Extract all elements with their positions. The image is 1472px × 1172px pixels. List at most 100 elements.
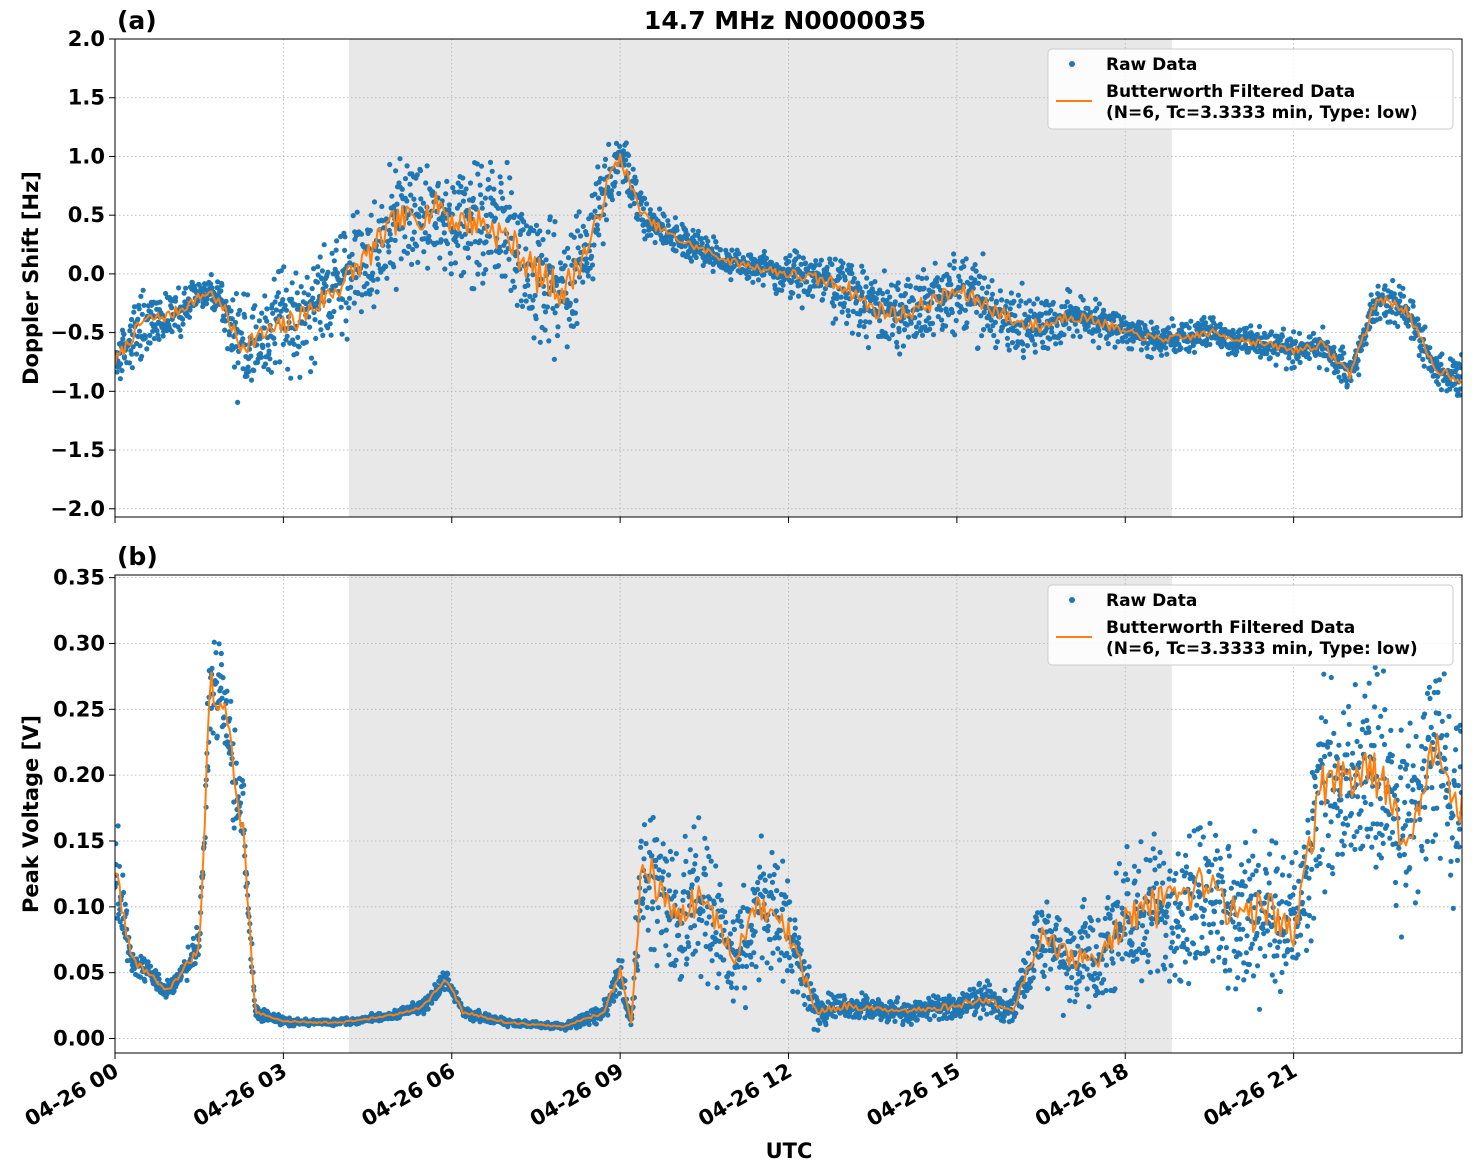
- raw-data-point: [811, 987, 817, 993]
- raw-data-point: [219, 695, 225, 701]
- raw-data-point: [140, 287, 146, 293]
- shaded-interval: [349, 39, 1172, 517]
- raw-data-point: [477, 238, 483, 244]
- raw-data-point: [576, 274, 583, 280]
- raw-data-point: [943, 323, 949, 329]
- raw-data-point: [586, 216, 592, 222]
- raw-data-point: [540, 237, 546, 243]
- raw-data-point: [1230, 331, 1236, 337]
- raw-data-point: [233, 344, 239, 350]
- series-filtered-line: [115, 153, 1462, 384]
- raw-data-point: [1148, 354, 1154, 361]
- raw-data-point: [1024, 343, 1031, 349]
- raw-data-point: [225, 346, 231, 352]
- raw-data-point: [839, 309, 845, 315]
- raw-data-point: [1243, 325, 1250, 331]
- raw-data-point: [741, 882, 747, 888]
- raw-data-point: [1382, 283, 1388, 289]
- raw-data-point: [119, 925, 125, 932]
- raw-data-point: [530, 297, 536, 303]
- raw-data-point: [999, 297, 1005, 303]
- raw-data-point: [1032, 349, 1038, 355]
- raw-data-point: [650, 814, 656, 821]
- raw-data-point: [414, 243, 420, 249]
- raw-data-point: [404, 250, 410, 256]
- raw-data-point: [793, 249, 800, 255]
- raw-data-point: [722, 909, 728, 915]
- raw-data-point: [271, 276, 277, 282]
- raw-data-point: [902, 291, 909, 297]
- raw-data-point: [1007, 306, 1013, 312]
- legend-box: [1047, 48, 1454, 130]
- raw-data-point: [523, 223, 530, 229]
- raw-data-point: [838, 294, 844, 300]
- raw-data-point: [626, 162, 632, 168]
- raw-data-point: [371, 199, 378, 205]
- raw-data-point: [1210, 315, 1216, 321]
- raw-data-point: [1454, 365, 1460, 372]
- raw-data-point: [602, 156, 609, 162]
- raw-data-point: [1435, 381, 1442, 387]
- raw-data-point: [115, 369, 120, 375]
- raw-data-point: [451, 189, 457, 195]
- raw-data-point: [655, 905, 661, 911]
- raw-data-point: [842, 996, 848, 1002]
- raw-data-point: [1305, 351, 1311, 357]
- raw-data-point: [330, 271, 336, 277]
- raw-data-point: [1070, 333, 1076, 339]
- raw-data-point: [1004, 298, 1010, 304]
- raw-data-point: [742, 985, 748, 991]
- raw-data-point: [1121, 314, 1127, 320]
- raw-data-point: [374, 289, 380, 295]
- raw-data-point: [1080, 297, 1086, 303]
- raw-data-point: [342, 234, 348, 240]
- raw-data-point: [126, 360, 133, 366]
- raw-data-point: [289, 296, 295, 302]
- raw-data-point: [988, 296, 995, 302]
- raw-data-point: [951, 251, 957, 257]
- raw-data-point: [129, 351, 135, 357]
- raw-data-point: [194, 924, 200, 931]
- raw-data-point: [671, 241, 677, 247]
- raw-data-point: [798, 261, 804, 267]
- raw-data-point: [1379, 292, 1385, 298]
- raw-data-point: [673, 248, 679, 254]
- raw-data-point: [569, 262, 575, 268]
- y-axis-label: Doppler Shift [Hz]: [19, 171, 43, 385]
- raw-data-point: [460, 198, 466, 204]
- raw-data-point: [930, 332, 937, 338]
- raw-data-point: [275, 290, 281, 296]
- raw-data-point: [239, 777, 245, 784]
- raw-data-point: [358, 309, 364, 315]
- raw-data-point: [972, 277, 978, 283]
- raw-data-point: [1236, 341, 1242, 347]
- raw-data-point: [150, 328, 156, 334]
- raw-data-point: [1339, 355, 1345, 361]
- raw-data-point: [1275, 351, 1281, 357]
- raw-data-point: [859, 263, 865, 269]
- raw-data-point: [1387, 319, 1393, 325]
- raw-data-point: [657, 206, 663, 212]
- raw-data-point: [498, 189, 504, 195]
- raw-data-point: [580, 223, 586, 229]
- raw-data-point: [956, 294, 962, 300]
- raw-data-point: [777, 957, 783, 963]
- raw-data-point: [479, 200, 485, 206]
- raw-data-point: [672, 962, 678, 969]
- raw-data-point: [886, 336, 892, 342]
- raw-data-point: [1158, 352, 1165, 358]
- raw-data-point: [430, 191, 436, 197]
- raw-data-point: [1331, 344, 1337, 350]
- raw-data-point: [623, 140, 629, 146]
- raw-data-point: [1178, 345, 1184, 351]
- raw-data-point: [816, 262, 823, 268]
- raw-data-point: [325, 325, 331, 331]
- raw-data-point: [518, 298, 524, 304]
- raw-data-point: [584, 260, 590, 266]
- raw-data-point: [265, 342, 271, 348]
- raw-data-point: [319, 268, 325, 274]
- raw-data-point: [444, 241, 451, 247]
- raw-data-point: [317, 254, 323, 260]
- raw-data-point: [572, 310, 579, 316]
- raw-data-point: [301, 290, 307, 296]
